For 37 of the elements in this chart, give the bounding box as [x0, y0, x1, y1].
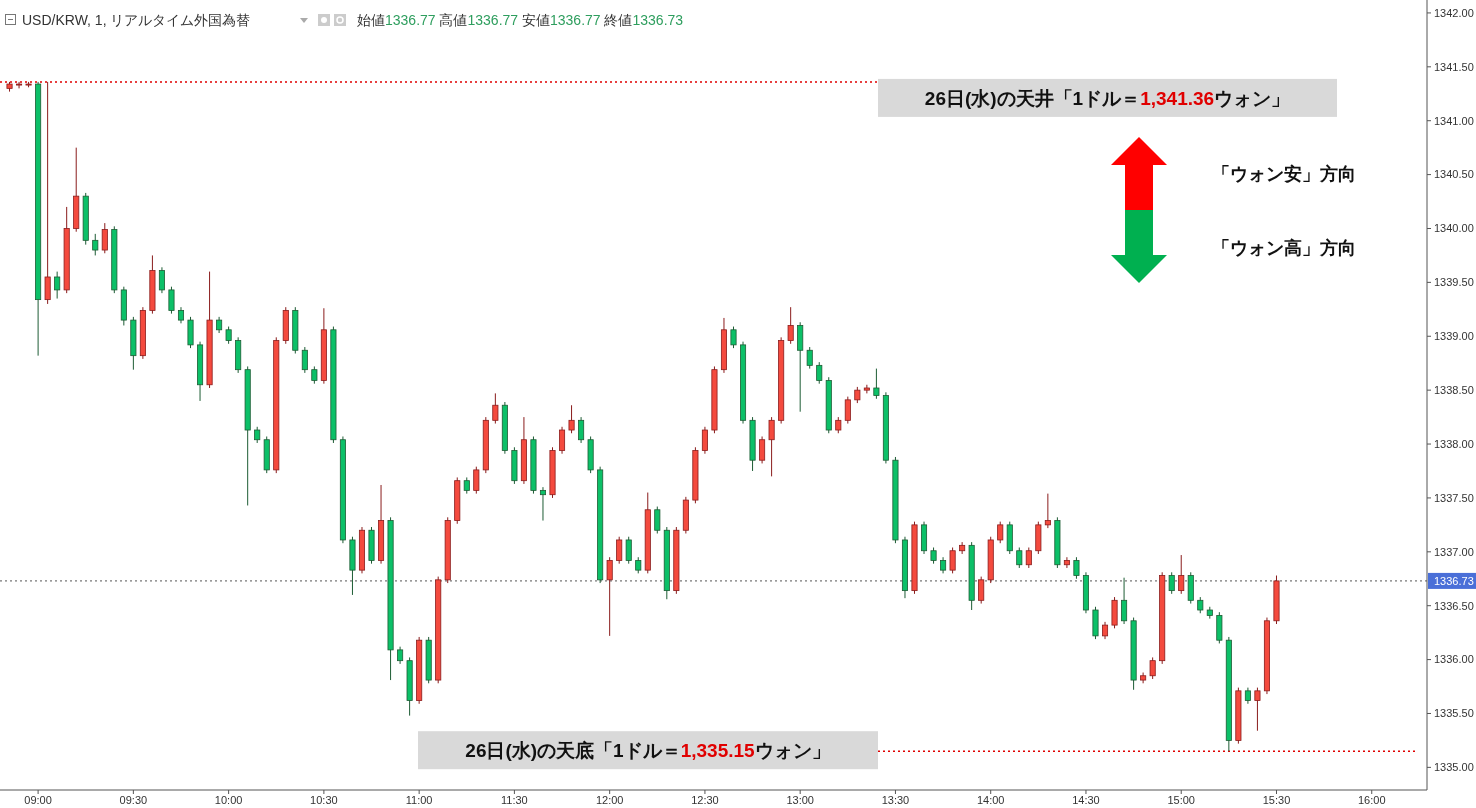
- x-tick-label: 15:30: [1262, 794, 1291, 806]
- x-tick-label: 15:00: [1167, 794, 1195, 806]
- y-tick-label: 1341.50: [1434, 60, 1474, 73]
- y-tick-label: 1339.00: [1434, 330, 1474, 343]
- text: 始値1336.77 高値1336.77 安値1336.77 終値1336.73: [357, 12, 684, 28]
- y-tick-label: 1341.00: [1434, 114, 1474, 127]
- y-tick-label: 1336.00: [1434, 653, 1474, 666]
- x-tick-label: 14:30: [1072, 794, 1100, 806]
- y-tick-label: 1340.50: [1434, 168, 1474, 181]
- y-tick-label: 1338.00: [1434, 437, 1474, 450]
- y-tick-label: 1335.50: [1434, 707, 1474, 720]
- text: USD/KRW, 1, リアルタイム外国為替: [22, 12, 251, 28]
- x-tick-label: 09:00: [24, 794, 52, 806]
- y-tick-label: 1342.00: [1434, 6, 1474, 19]
- x-tick-label: 11:00: [405, 794, 433, 806]
- x-tick-label: 10:00: [214, 794, 243, 806]
- ref-line-label: 1336.73: [1434, 574, 1474, 587]
- x-tick-label: 12:30: [691, 794, 719, 806]
- ref-line-label: 26日(水)の天底「1ドル＝1,335.15ウォン」: [465, 739, 831, 761]
- y-tick-label: 1339.50: [1434, 276, 1474, 289]
- x-tick-label: 13:00: [786, 794, 814, 806]
- x-tick-label: 10:30: [310, 794, 338, 806]
- annotation: 「ウォン高」方向: [1212, 238, 1356, 259]
- x-tick-label: 14:00: [976, 794, 1005, 806]
- y-tick-label: 1337.50: [1434, 491, 1474, 504]
- y-tick-label: 1336.50: [1434, 599, 1474, 612]
- x-tick-label: 13:30: [881, 794, 910, 806]
- y-tick-label: 1335.00: [1434, 761, 1474, 774]
- annotation: 「ウォン安」方向: [1212, 164, 1356, 185]
- x-tick-label: 11:30: [501, 794, 528, 806]
- y-tick-label: 1337.00: [1434, 545, 1474, 558]
- y-tick-label: 1340.00: [1434, 222, 1474, 235]
- x-tick-label: 09:30: [119, 794, 148, 806]
- x-tick-label: 16:00: [1357, 794, 1386, 806]
- ref-line-label: 26日(水)の天井「1ドル＝1,341.36ウォン」: [924, 87, 1291, 109]
- x-tick-label: 12:00: [595, 794, 624, 806]
- y-tick-label: 1338.50: [1434, 384, 1474, 396]
